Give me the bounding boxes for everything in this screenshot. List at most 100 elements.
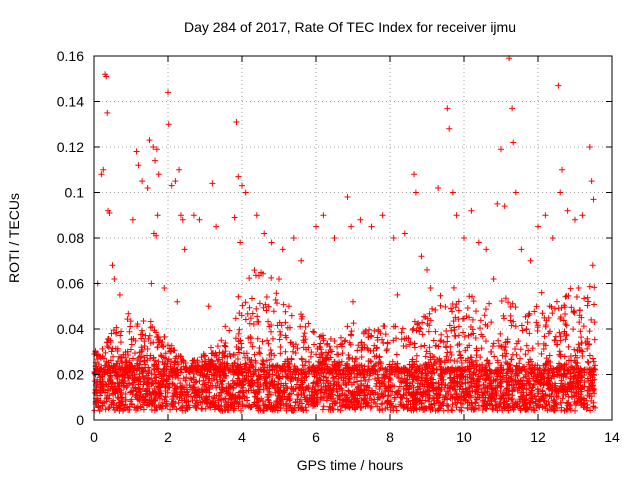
data-point	[105, 405, 112, 412]
data-point	[475, 378, 482, 385]
data-point	[405, 386, 412, 393]
data-point	[137, 378, 144, 385]
data-point	[272, 389, 279, 396]
data-point	[361, 397, 368, 404]
data-point	[283, 374, 290, 381]
data-point	[136, 389, 143, 396]
data-point	[578, 385, 585, 392]
data-point	[453, 391, 460, 398]
y-tick-label: 0.08	[57, 230, 84, 246]
data-point	[170, 403, 177, 410]
y-tick-label: 0.02	[57, 367, 84, 383]
data-point	[128, 388, 135, 395]
data-point	[95, 404, 102, 411]
data-point	[587, 407, 594, 414]
x-axis-label: GPS time / hours	[297, 457, 404, 473]
data-point	[315, 387, 322, 394]
data-point	[465, 391, 472, 398]
data-point	[413, 406, 420, 413]
data-point	[358, 396, 365, 403]
data-point	[394, 391, 401, 398]
data-point	[374, 371, 381, 378]
data-point	[457, 383, 464, 390]
data-point	[169, 381, 176, 388]
data-point	[231, 405, 238, 412]
data-point	[136, 374, 143, 381]
data-point	[397, 401, 404, 408]
data-point	[140, 406, 147, 413]
y-tick-label: 0	[76, 412, 84, 428]
data-point	[577, 377, 584, 384]
data-point	[337, 407, 344, 414]
data-point	[217, 389, 224, 396]
data-point	[184, 388, 191, 395]
data-point	[467, 379, 474, 386]
data-point	[164, 389, 171, 396]
data-point	[216, 372, 223, 379]
data-point	[426, 396, 433, 403]
data-point	[215, 401, 222, 408]
data-point	[137, 385, 144, 392]
data-point	[374, 391, 381, 398]
data-point	[117, 391, 124, 398]
data-point	[141, 378, 148, 385]
data-point	[431, 369, 438, 376]
data-point	[534, 385, 541, 392]
data-point	[457, 373, 464, 380]
data-point	[244, 397, 251, 404]
data-point	[174, 372, 181, 379]
data-point	[436, 405, 443, 412]
data-point	[523, 386, 530, 393]
data-point	[118, 395, 125, 402]
data-point	[217, 407, 224, 414]
data-point	[403, 387, 410, 394]
data-point	[513, 370, 520, 377]
data-point	[153, 404, 160, 411]
data-point	[314, 400, 321, 407]
data-point	[561, 407, 568, 414]
data-point	[159, 403, 166, 410]
data-point	[392, 403, 399, 410]
data-point	[372, 375, 379, 382]
data-point	[365, 376, 372, 383]
data-point	[468, 375, 475, 382]
data-point	[353, 374, 360, 381]
data-markers	[91, 55, 599, 414]
data-point	[565, 393, 572, 400]
y-tick-labels: 0 0.02 0.04 0.06 0.08 0.1 0.12 0.14 0.16	[57, 48, 84, 428]
data-point	[108, 380, 115, 387]
data-point	[476, 375, 483, 382]
x-tick-label: 4	[238, 429, 246, 445]
data-point	[213, 374, 220, 381]
x-tick-label: 12	[530, 429, 546, 445]
data-point	[483, 405, 490, 412]
data-point	[260, 407, 267, 414]
data-point	[434, 392, 441, 399]
data-point	[586, 383, 593, 390]
data-point	[113, 370, 120, 377]
data-point	[554, 372, 561, 379]
data-point	[263, 374, 270, 381]
data-point	[342, 381, 349, 388]
data-point	[586, 390, 593, 397]
data-point	[242, 377, 249, 384]
data-point	[314, 380, 321, 387]
data-point	[129, 382, 136, 389]
data-point	[221, 370, 228, 377]
data-point	[357, 404, 364, 411]
data-point	[345, 387, 352, 394]
data-point	[165, 372, 172, 379]
data-point	[96, 378, 103, 385]
data-point	[135, 381, 142, 388]
data-point	[398, 379, 405, 386]
y-tick-label: 0.1	[65, 185, 85, 201]
data-point	[223, 385, 230, 392]
data-point	[149, 380, 156, 387]
data-point	[268, 377, 275, 384]
data-point	[560, 391, 567, 398]
data-point	[405, 398, 412, 405]
x-tick-label: 10	[456, 429, 472, 445]
data-point	[525, 406, 532, 413]
data-point	[447, 385, 454, 392]
